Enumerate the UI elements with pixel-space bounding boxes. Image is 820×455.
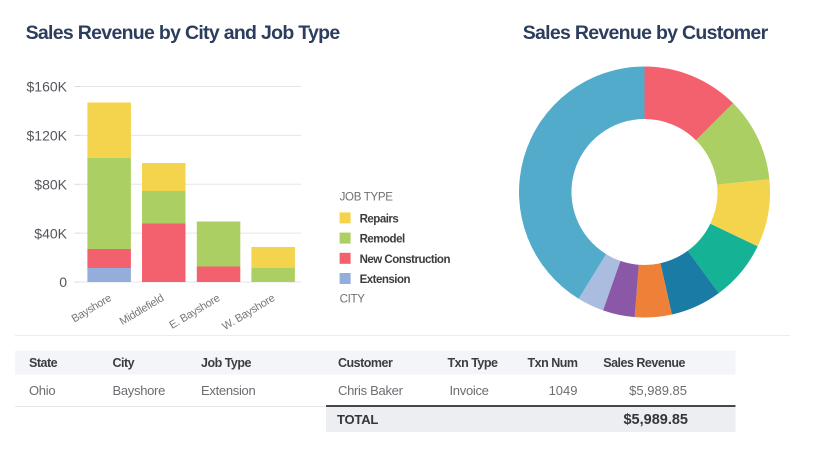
svg-text:Repairs: Repairs — [360, 213, 399, 225]
svg-text:CITY: CITY — [340, 294, 366, 306]
svg-text:State: State — [29, 356, 58, 370]
svg-text:Middlefield: Middlefield — [118, 292, 167, 328]
svg-text:Txn Num: Txn Num — [528, 356, 578, 370]
svg-text:JOB TYPE: JOB TYPE — [340, 191, 394, 203]
svg-text:Txn Type: Txn Type — [448, 356, 498, 370]
svg-text:Bayshore: Bayshore — [113, 383, 166, 398]
svg-text:Job Type: Job Type — [201, 356, 251, 370]
svg-text:W. Bayshore: W. Bayshore — [220, 292, 277, 333]
svg-text:New Construction: New Construction — [360, 254, 451, 266]
svg-text:Bayshore: Bayshore — [70, 292, 114, 325]
svg-text:E. Bayshore: E. Bayshore — [167, 292, 222, 332]
svg-text:$40K: $40K — [34, 225, 67, 241]
svg-text:City: City — [113, 356, 135, 370]
svg-text:TOTAL: TOTAL — [337, 412, 378, 427]
svg-text:Ohio: Ohio — [29, 383, 55, 398]
svg-text:Sales Revenue: Sales Revenue — [603, 356, 685, 370]
svg-text:$80K: $80K — [34, 176, 67, 192]
svg-text:$5,989.85: $5,989.85 — [629, 383, 687, 398]
svg-text:Customer: Customer — [338, 356, 393, 370]
svg-text:$120K: $120K — [27, 128, 68, 144]
svg-text:$5,989.85: $5,989.85 — [623, 412, 688, 428]
svg-text:Invoice: Invoice — [450, 383, 489, 398]
svg-text:Extension: Extension — [201, 383, 255, 398]
svg-text:Extension: Extension — [360, 274, 411, 286]
svg-text:1049: 1049 — [549, 383, 578, 398]
svg-text:Sales Revenue by Customer: Sales Revenue by Customer — [523, 22, 769, 44]
svg-text:Sales Revenue by City and Job: Sales Revenue by City and Job Type — [26, 22, 341, 44]
svg-text:$160K: $160K — [27, 79, 68, 95]
svg-text:Remodel: Remodel — [360, 234, 405, 246]
svg-text:Chris Baker: Chris Baker — [338, 383, 404, 398]
svg-text:0: 0 — [59, 274, 67, 290]
